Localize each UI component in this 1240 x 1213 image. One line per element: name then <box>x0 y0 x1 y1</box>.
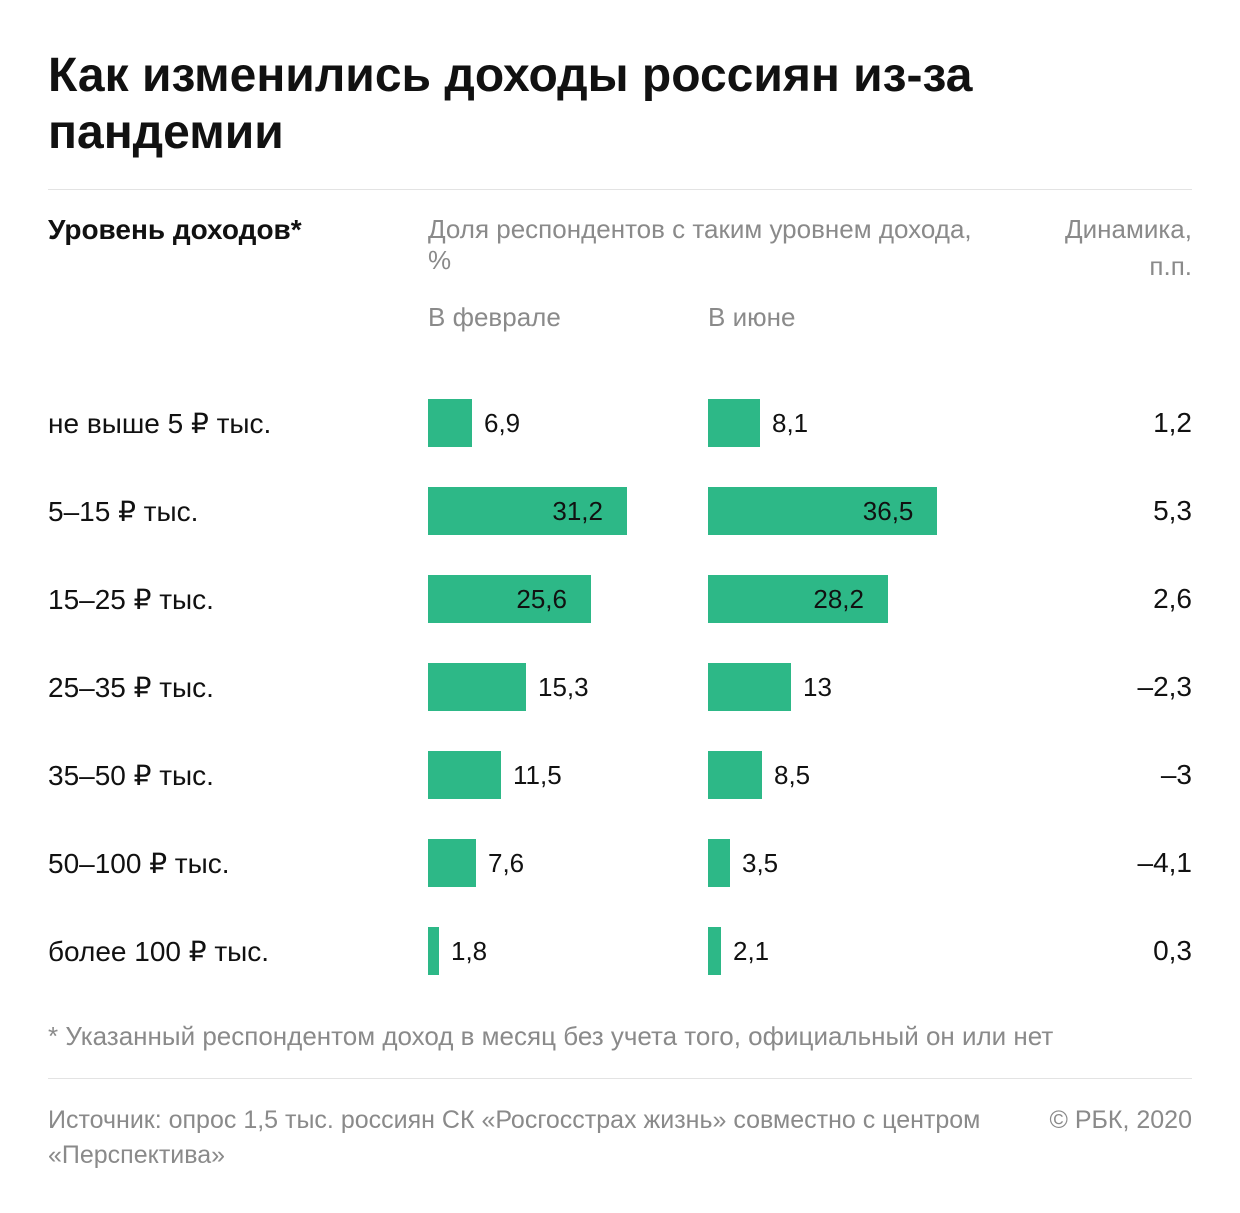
bar-cell-jun: 8,1 <box>708 399 988 447</box>
bar-value-feb: 11,5 <box>513 760 562 791</box>
header-dynamics: Динамика, п.п. <box>998 214 1192 333</box>
row-dynamics: 0,3 <box>998 935 1192 967</box>
row-bars: 6,9 8,1 <box>428 399 998 447</box>
bar-cell-jun: 36,5 <box>708 487 988 535</box>
row-dynamics: –2,3 <box>998 671 1192 703</box>
copyright-text: © РБК, 2020 <box>1049 1103 1192 1173</box>
bar-jun <box>708 751 762 799</box>
row-label: 50–100 ₽ тыс. <box>48 847 428 880</box>
source-text: Источник: опрос 1,5 тыс. россиян СК «Рос… <box>48 1103 1049 1173</box>
chart-row: 25–35 ₽ тыс. 15,3 13 –2,3 <box>48 643 1192 731</box>
bar-feb <box>428 927 439 975</box>
chart-rows: не выше 5 ₽ тыс.6,98,11,25–15 ₽ тыс.31,2… <box>48 379 1192 995</box>
row-bars: 25,6 28,2 <box>428 575 998 623</box>
bar-value-jun: 28,2 <box>813 584 876 615</box>
row-bars: 11,5 8,5 <box>428 751 998 799</box>
bar-value-feb: 7,6 <box>488 848 524 879</box>
bar-cell-feb: 31,2 <box>428 487 708 535</box>
row-bars: 15,3 13 <box>428 663 998 711</box>
bar-feb <box>428 839 476 887</box>
chart-title: Как изменились доходы россиян из-за панд… <box>48 48 1192 161</box>
bar-value-jun: 8,5 <box>774 760 810 791</box>
bar-value-feb: 1,8 <box>451 936 487 967</box>
bar-feb <box>428 751 501 799</box>
bar-value-feb: 15,3 <box>538 672 589 703</box>
bar-value-feb: 6,9 <box>484 408 520 439</box>
bar-feb <box>428 399 472 447</box>
row-label: более 100 ₽ тыс. <box>48 935 428 968</box>
bar-value-feb: 25,6 <box>516 584 579 615</box>
header-dynamics-l2: п.п. <box>998 251 1192 282</box>
bar-jun <box>708 663 791 711</box>
bar-cell-feb: 6,9 <box>428 399 708 447</box>
bar-cell-jun: 3,5 <box>708 839 988 887</box>
bar-cell-feb: 15,3 <box>428 663 708 711</box>
header-share: Доля респондентов с таким уровнем дохода… <box>428 214 998 333</box>
row-bars: 31,2 36,5 <box>428 487 998 535</box>
bar-value-jun: 3,5 <box>742 848 778 879</box>
header-dynamics-l1: Динамика, <box>998 214 1192 245</box>
source-row: Источник: опрос 1,5 тыс. россиян СК «Рос… <box>48 1079 1192 1173</box>
bar-value-jun: 13 <box>803 672 832 703</box>
header-share-jun: В июне <box>708 302 988 333</box>
bar-cell-jun: 8,5 <box>708 751 988 799</box>
chart-row: 5–15 ₽ тыс. 31,2 36,5 5,3 <box>48 467 1192 555</box>
row-dynamics: 5,3 <box>998 495 1192 527</box>
row-label: 5–15 ₽ тыс. <box>48 495 428 528</box>
bar-value-feb: 31,2 <box>552 496 615 527</box>
header-share-feb: В феврале <box>428 302 708 333</box>
bar-value-jun: 8,1 <box>772 408 808 439</box>
row-bars: 1,8 2,1 <box>428 927 998 975</box>
bar-cell-jun: 2,1 <box>708 927 988 975</box>
bar-feb <box>428 663 526 711</box>
bar-cell-feb: 11,5 <box>428 751 708 799</box>
chart-row: более 100 ₽ тыс. 1,8 2,1 0,3 <box>48 907 1192 995</box>
row-dynamics: –3 <box>998 759 1192 791</box>
row-label: 15–25 ₽ тыс. <box>48 583 428 616</box>
row-label: не выше 5 ₽ тыс. <box>48 407 428 440</box>
bar-cell-feb: 1,8 <box>428 927 708 975</box>
chart-row: 35–50 ₽ тыс. 11,5 8,5 –3 <box>48 731 1192 819</box>
chart-row: 15–25 ₽ тыс. 25,6 28,2 2,6 <box>48 555 1192 643</box>
bar-cell-feb: 25,6 <box>428 575 708 623</box>
footnote: * Указанный респондентом доход в месяц б… <box>48 995 1192 1078</box>
chart-row: не выше 5 ₽ тыс. 6,9 8,1 1,2 <box>48 379 1192 467</box>
row-label: 25–35 ₽ тыс. <box>48 671 428 704</box>
header-row: Уровень доходов* Доля респондентов с так… <box>48 190 1192 351</box>
bar-value-jun: 36,5 <box>863 496 926 527</box>
chart-row: 50–100 ₽ тыс. 7,6 3,5 –4,1 <box>48 819 1192 907</box>
bar-cell-jun: 13 <box>708 663 988 711</box>
bar-jun <box>708 927 721 975</box>
bar-jun <box>708 839 730 887</box>
row-dynamics: 2,6 <box>998 583 1192 615</box>
row-label: 35–50 ₽ тыс. <box>48 759 428 792</box>
chart-container: Как изменились доходы россиян из-за панд… <box>0 0 1240 1213</box>
bar-value-jun: 2,1 <box>733 936 769 967</box>
header-share-title: Доля респондентов с таким уровнем дохода… <box>428 214 998 276</box>
row-bars: 7,6 3,5 <box>428 839 998 887</box>
row-dynamics: 1,2 <box>998 407 1192 439</box>
header-level: Уровень доходов* <box>48 214 428 333</box>
bar-cell-jun: 28,2 <box>708 575 988 623</box>
bar-jun <box>708 399 760 447</box>
bar-cell-feb: 7,6 <box>428 839 708 887</box>
row-dynamics: –4,1 <box>998 847 1192 879</box>
